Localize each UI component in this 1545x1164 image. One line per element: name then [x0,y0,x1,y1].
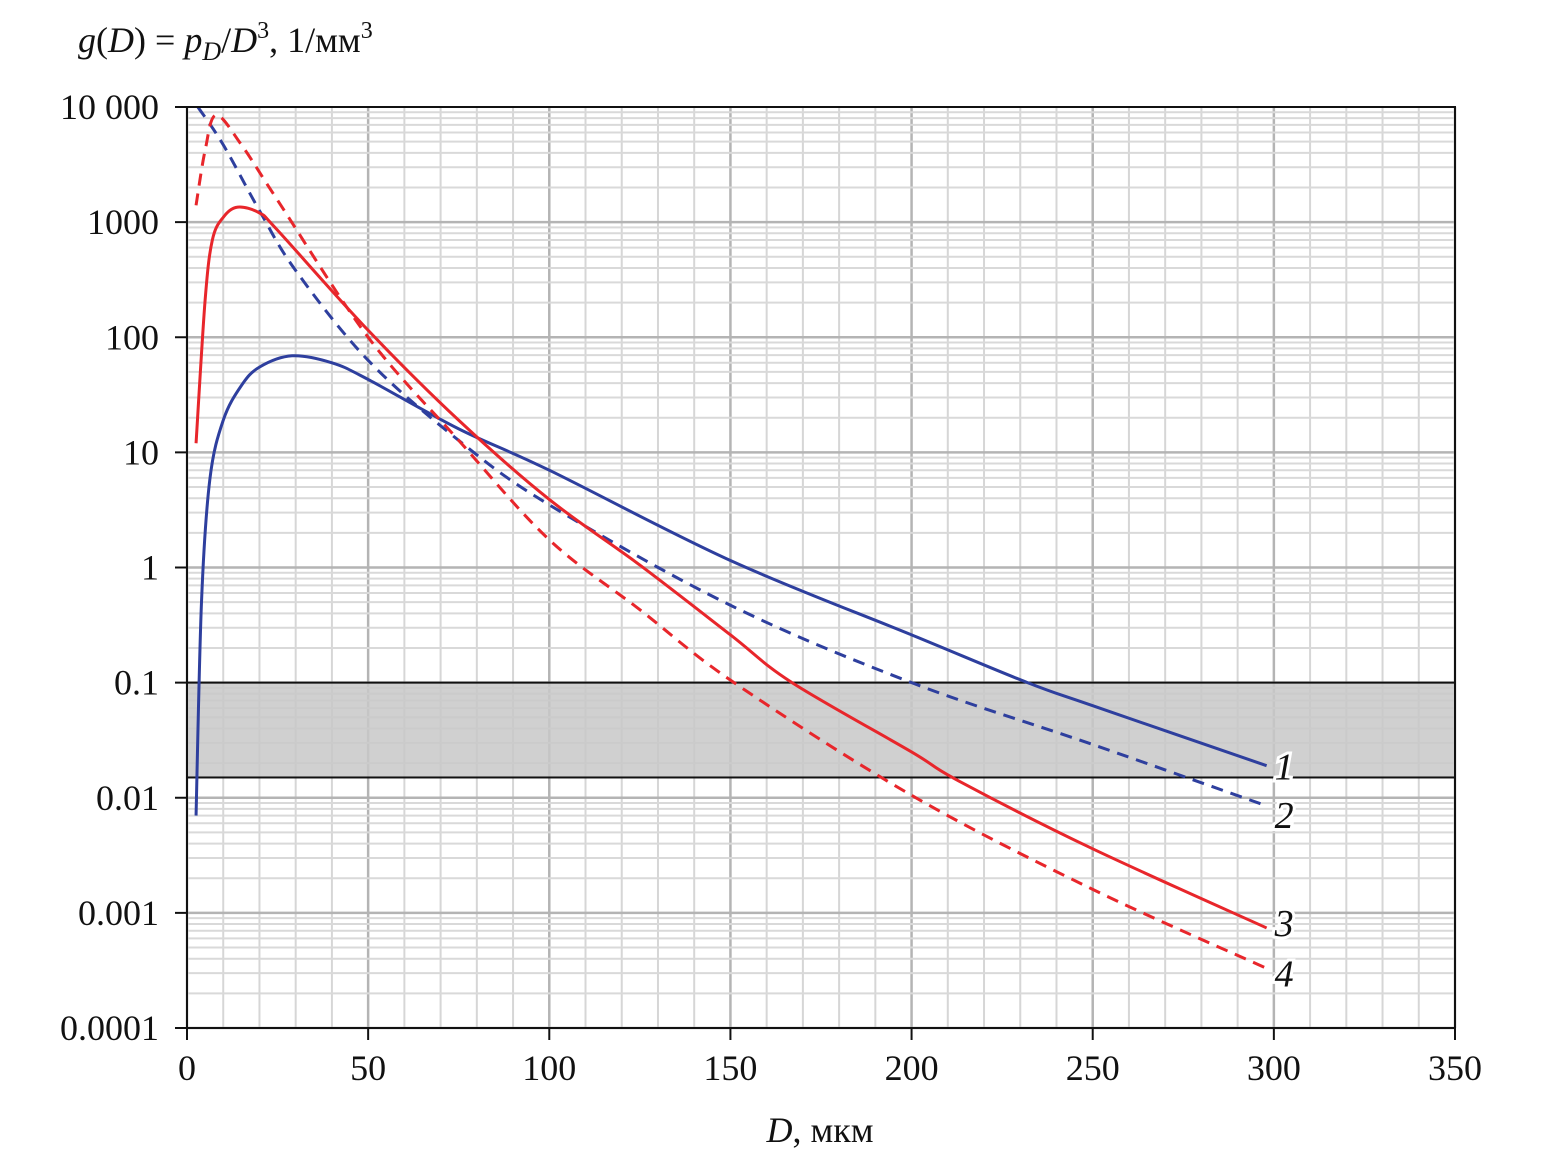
y-tick-label: 10 000 [60,87,159,127]
y-tick-label: 0.0001 [60,1008,159,1048]
y-tick-label: 0.1 [114,663,159,703]
x-axis-title: D, мкм [765,1110,873,1150]
grid [185,107,1457,1030]
x-tick-label: 50 [350,1048,386,1088]
y-axis-title: g(D) = pD/D3, 1/мм3 [78,18,373,66]
x-tick-label: 0 [178,1048,196,1088]
curve-label-1: 1 [1275,747,1294,789]
curve-labels: 1 2 3 4 [1271,744,1297,999]
curve-label-4: 4 [1275,953,1294,995]
y-tick-label: 10 [123,432,159,472]
x-tick-label: 250 [1066,1048,1120,1088]
y-tick-label: 100 [105,317,159,357]
curve-label-2: 2 [1275,795,1294,837]
series-line-2 [196,106,1268,808]
y-tick-label: 1000 [87,202,159,242]
y-tick-label: 1 [141,548,159,588]
shaded-band [186,681,1456,779]
series-line-4 [194,113,1268,970]
x-tick-label: 150 [703,1048,757,1088]
x-tick-label: 100 [522,1048,576,1088]
x-tick-label: 350 [1428,1048,1482,1088]
series-line-3 [194,205,1268,930]
x-tick-label: 300 [1247,1048,1301,1088]
y-tick-label: 0.001 [78,893,159,933]
series-lines [194,106,1268,970]
ticks: 0 50 100 150 200 250 300 350 0.0001 0.001 0.01 0.1 1… [60,87,1482,1088]
y-tick-label: 0.01 [96,778,159,818]
series-line-1 [194,354,1268,816]
x-tick-label: 200 [885,1048,939,1088]
curve-label-3: 3 [1274,903,1294,945]
